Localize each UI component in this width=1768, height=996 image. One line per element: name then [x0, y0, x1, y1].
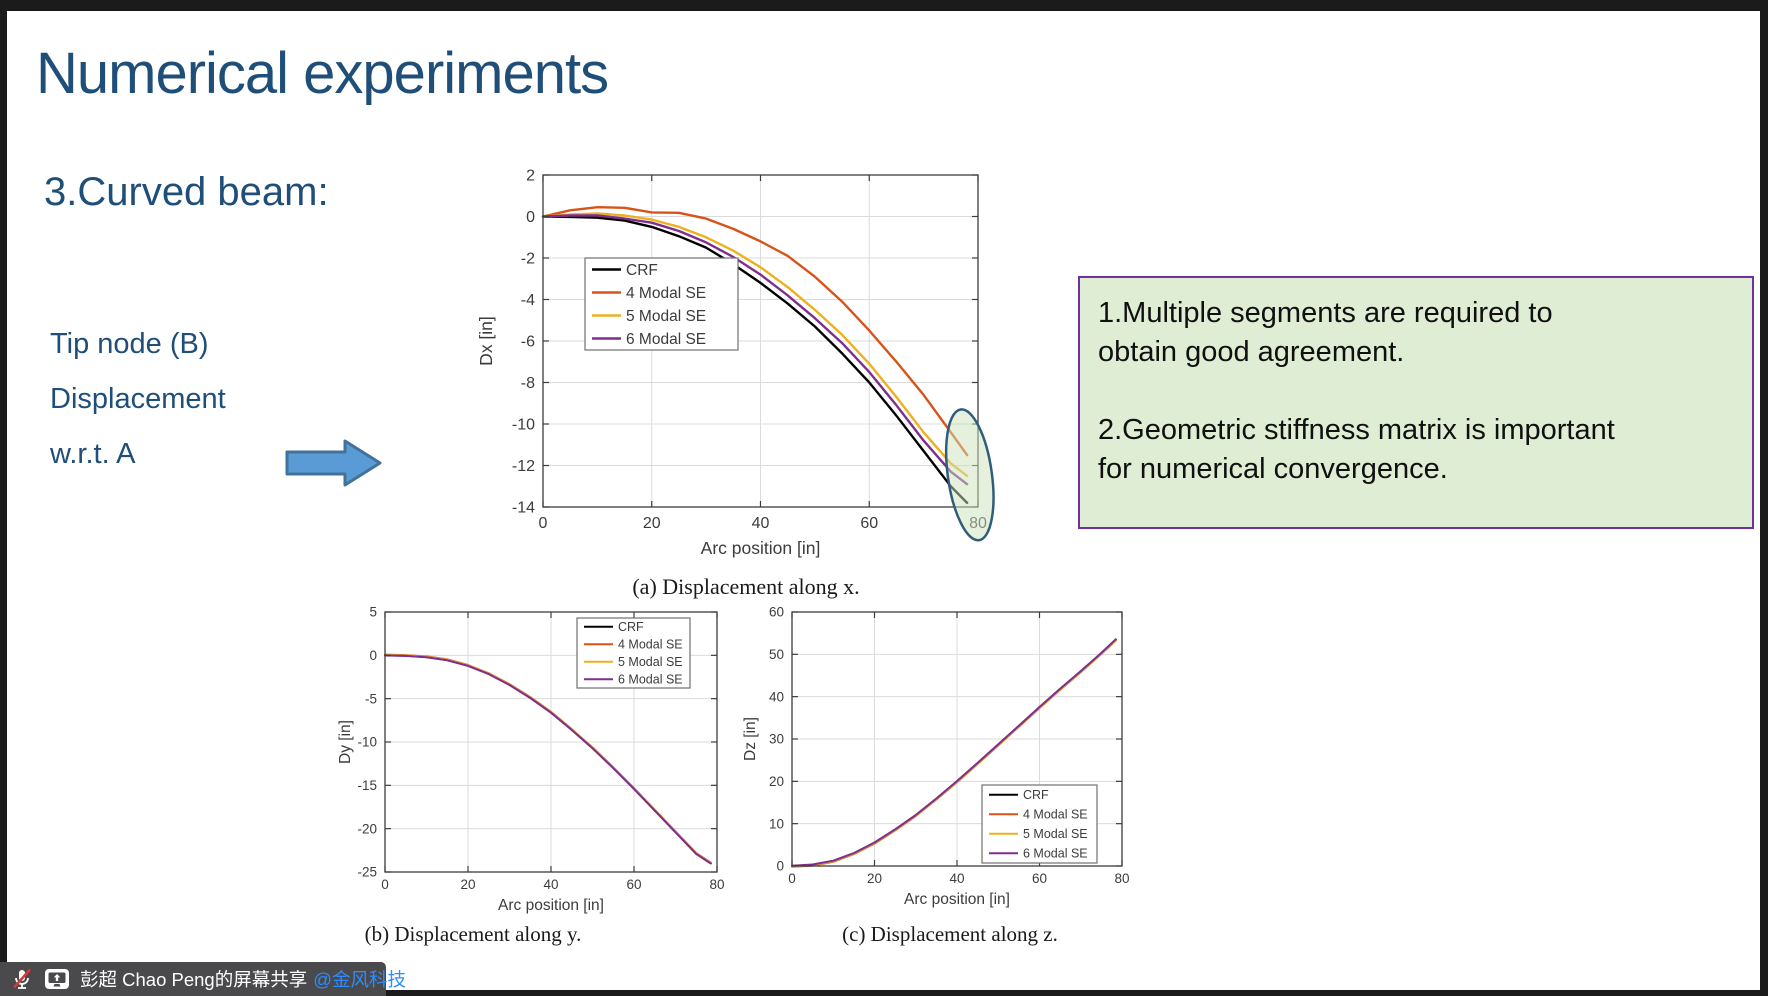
svg-text:10: 10 — [769, 816, 784, 831]
section-subtitle: 3.Curved beam: — [44, 170, 329, 214]
chart-dy-svg: 0 20 40 60 80 5 0 -5 -10 -15 -20 -25 Arc position [i… — [337, 605, 725, 914]
svg-text:-6: -6 — [521, 334, 535, 351]
svg-text:0: 0 — [539, 515, 548, 532]
svg-text:5 Modal SE: 5 Modal SE — [1023, 827, 1088, 841]
svg-text:80: 80 — [709, 877, 724, 892]
conclusions-note-box: 1.Multiple segments are required to obtai… — [1078, 276, 1754, 529]
svg-text:40: 40 — [769, 689, 784, 704]
svg-text:5 Modal SE: 5 Modal SE — [618, 655, 683, 669]
svg-text:0: 0 — [788, 871, 796, 886]
svg-text:-5: -5 — [365, 691, 377, 706]
label-tip-node: Tip node (B) — [50, 328, 209, 360]
svg-text:30: 30 — [769, 732, 784, 747]
svg-text:Dz [in]: Dz [in] — [742, 717, 759, 761]
svg-text:Arc position [in]: Arc position [in] — [904, 891, 1010, 908]
svg-text:20: 20 — [769, 774, 784, 789]
share-bar-mention: @金风科技 — [313, 969, 406, 990]
svg-text:20: 20 — [643, 515, 661, 532]
svg-text:5: 5 — [369, 605, 377, 620]
svg-text:0: 0 — [776, 859, 784, 874]
note-line: 1.Multiple segments are required to — [1098, 297, 1553, 329]
svg-text:-15: -15 — [357, 778, 377, 793]
note-line: 2.Geometric stiffness matrix is importan… — [1098, 414, 1615, 446]
svg-text:-10: -10 — [357, 735, 377, 750]
screen-share-status-bar[interactable]: 彭超 Chao Peng的屏幕共享 @金风科技 — [0, 962, 406, 996]
screen-share-icon — [44, 967, 70, 991]
svg-text:-2: -2 — [521, 251, 535, 268]
svg-text:50: 50 — [769, 647, 784, 662]
svg-text:40: 40 — [949, 871, 964, 886]
svg-text:Dy [in]: Dy [in] — [337, 720, 354, 764]
svg-text:4 Modal SE: 4 Modal SE — [1023, 808, 1088, 822]
svg-text:6 Modal SE: 6 Modal SE — [1023, 847, 1088, 861]
svg-text:4 Modal SE: 4 Modal SE — [626, 285, 706, 302]
svg-text:0: 0 — [381, 877, 389, 892]
svg-text:-8: -8 — [521, 375, 535, 392]
svg-text:-4: -4 — [521, 292, 535, 309]
caption-c: (c) Displacement along z. — [842, 922, 1058, 946]
label-wrt-a: w.r.t. A — [50, 438, 136, 470]
svg-text:2: 2 — [526, 168, 535, 185]
svg-text:CRF: CRF — [618, 620, 644, 634]
svg-text:4 Modal SE: 4 Modal SE — [618, 638, 683, 652]
svg-text:40: 40 — [752, 515, 770, 532]
svg-text:-14: -14 — [512, 500, 535, 517]
svg-text:60: 60 — [626, 877, 641, 892]
caption-b: (b) Displacement along y. — [364, 922, 582, 946]
svg-text:0: 0 — [369, 648, 377, 663]
svg-text:-25: -25 — [357, 865, 377, 880]
svg-text:60: 60 — [860, 515, 878, 532]
svg-text:60: 60 — [769, 605, 784, 620]
svg-text:40: 40 — [543, 877, 558, 892]
svg-text:6 Modal SE: 6 Modal SE — [618, 673, 683, 687]
muted-mic-icon — [10, 967, 34, 991]
svg-text:0: 0 — [526, 209, 535, 226]
svg-text:-20: -20 — [357, 821, 377, 836]
svg-text:6 Modal SE: 6 Modal SE — [626, 331, 706, 348]
note-line: for numerical convergence. — [1098, 453, 1448, 485]
svg-text:Arc position [in]: Arc position [in] — [701, 538, 821, 558]
svg-text:-10: -10 — [512, 417, 535, 434]
svg-text:60: 60 — [1032, 871, 1047, 886]
share-bar-text: 彭超 Chao Peng的屏幕共享 — [80, 969, 308, 990]
note-line — [1098, 372, 1734, 411]
svg-text:20: 20 — [460, 877, 475, 892]
svg-text:20: 20 — [867, 871, 882, 886]
svg-text:80: 80 — [1114, 871, 1129, 886]
chart-dy: 0 20 40 60 80 5 0 -5 -10 -15 -20 -25 Arc position [i… — [330, 595, 750, 930]
note-line: obtain good agreement. — [1098, 336, 1405, 368]
label-displacement: Displacement — [50, 383, 226, 415]
chart-dz: 0 20 40 60 80 0 10 20 30 40 50 60 Arc position [in] D… — [735, 595, 1165, 930]
right-arrow-icon — [283, 436, 385, 495]
svg-text:CRF: CRF — [626, 262, 658, 279]
svg-text:CRF: CRF — [1023, 788, 1049, 802]
svg-text:Dx [in]: Dx [in] — [476, 316, 496, 366]
page-title: Numerical experiments — [36, 41, 609, 106]
svg-text:5 Modal SE: 5 Modal SE — [626, 308, 706, 325]
caption-a: (a) Displacement along x. — [632, 574, 860, 599]
chart-dz-svg: 0 20 40 60 80 0 10 20 30 40 50 60 Arc position [in] D… — [742, 605, 1130, 908]
svg-text:-12: -12 — [512, 458, 535, 475]
svg-text:Arc position [in]: Arc position [in] — [498, 897, 604, 914]
highlight-ellipse — [944, 408, 995, 542]
